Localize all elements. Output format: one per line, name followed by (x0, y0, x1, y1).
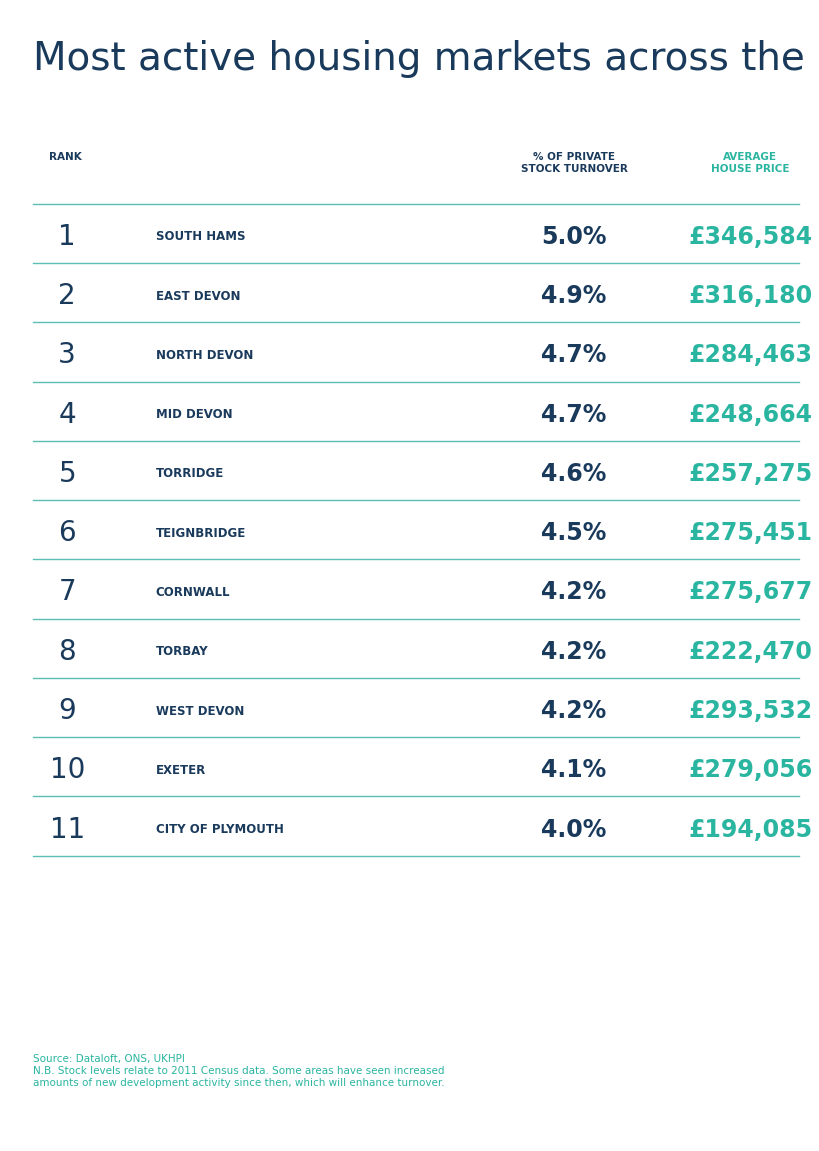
Text: 11: 11 (50, 816, 84, 844)
Text: £284,463: £284,463 (687, 343, 812, 367)
Text: SOUTH HAMS: SOUTH HAMS (156, 230, 245, 243)
Text: TORRIDGE: TORRIDGE (156, 467, 224, 480)
Text: TORBAY: TORBAY (156, 646, 208, 658)
Text: £346,584: £346,584 (687, 224, 812, 249)
Text: WEST DEVON: WEST DEVON (156, 704, 244, 717)
Text: 10: 10 (49, 756, 85, 784)
Text: NORTH DEVON: NORTH DEVON (156, 349, 253, 361)
Text: Most active housing markets across the region: Most active housing markets across the r… (33, 40, 819, 78)
Text: 4.1%: 4.1% (541, 759, 606, 783)
Text: 8: 8 (58, 638, 76, 665)
Text: 7: 7 (58, 579, 76, 607)
Text: 4.7%: 4.7% (541, 403, 606, 427)
Text: CORNWALL: CORNWALL (156, 586, 230, 599)
Text: RANK: RANK (49, 152, 82, 162)
Text: 4.2%: 4.2% (541, 640, 606, 664)
Text: 4.2%: 4.2% (541, 699, 606, 723)
Text: £275,677: £275,677 (687, 580, 812, 604)
Text: £257,275: £257,275 (687, 462, 812, 486)
Text: 6: 6 (58, 519, 76, 547)
Text: AVERAGE
HOUSE PRICE: AVERAGE HOUSE PRICE (710, 152, 789, 174)
Text: TEIGNBRIDGE: TEIGNBRIDGE (156, 527, 246, 540)
Text: Source: Dataloft, ONS, UKHPI
N.B. Stock levels relate to 2011 Census data. Some : Source: Dataloft, ONS, UKHPI N.B. Stock … (33, 1054, 444, 1088)
Text: 3: 3 (58, 342, 76, 369)
Text: 4.7%: 4.7% (541, 343, 606, 367)
Text: 4: 4 (58, 401, 76, 428)
Text: £279,056: £279,056 (687, 759, 812, 783)
Text: 4.0%: 4.0% (541, 817, 606, 841)
Text: 1: 1 (58, 223, 76, 251)
Text: MID DEVON: MID DEVON (156, 409, 232, 421)
Text: 5.0%: 5.0% (541, 224, 606, 249)
Text: £222,470: £222,470 (687, 640, 812, 664)
Text: 4.2%: 4.2% (541, 580, 606, 604)
Text: £194,085: £194,085 (687, 817, 812, 841)
Text: £248,664: £248,664 (687, 403, 812, 427)
Text: £275,451: £275,451 (687, 521, 812, 546)
Text: CITY OF PLYMOUTH: CITY OF PLYMOUTH (156, 823, 283, 836)
Text: % OF PRIVATE
STOCK TURNOVER: % OF PRIVATE STOCK TURNOVER (520, 152, 627, 174)
Text: £293,532: £293,532 (687, 699, 812, 723)
Text: EAST DEVON: EAST DEVON (156, 290, 240, 303)
Text: 9: 9 (58, 698, 76, 725)
Text: £316,180: £316,180 (687, 284, 812, 308)
Text: EXETER: EXETER (156, 764, 206, 777)
Text: 5: 5 (58, 460, 76, 488)
Text: 4.5%: 4.5% (541, 521, 606, 546)
Text: 4.9%: 4.9% (541, 284, 606, 308)
Text: 2: 2 (58, 282, 76, 310)
Text: 4.6%: 4.6% (541, 462, 606, 486)
